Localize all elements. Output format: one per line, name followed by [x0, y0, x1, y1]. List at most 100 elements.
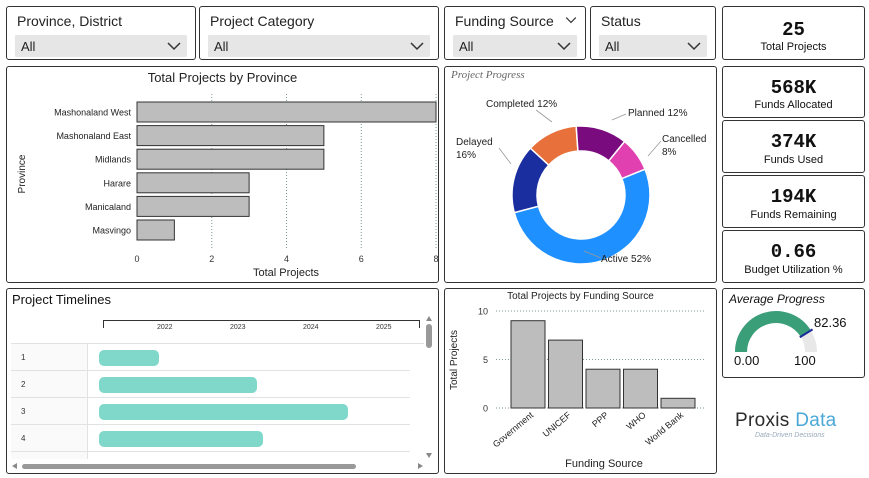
- kpi-funds-allocated: 568K Funds Allocated: [722, 66, 865, 118]
- y-axis-title: Province: [17, 154, 28, 193]
- table-row[interactable]: 2: [11, 371, 410, 398]
- y-tick-label: 0: [482, 403, 487, 413]
- timeline-bar[interactable]: [99, 377, 257, 393]
- province-bar: [136, 148, 324, 170]
- table-row[interactable]: 4: [11, 425, 410, 452]
- kpi-value: 25: [782, 19, 805, 41]
- year-label: 2022: [157, 324, 173, 331]
- slicer-status: Status All: [590, 6, 716, 60]
- funding-source-label: Government: [490, 409, 535, 449]
- donut-slice: [512, 167, 651, 265]
- project-progress-card: Project Progress Active 52% Delayed 16% Com…: [444, 66, 717, 283]
- kpi-label: Funds Allocated: [754, 99, 833, 111]
- x-axis-title: Funding Source: [565, 458, 643, 470]
- slicer-title: Province, District: [17, 13, 123, 29]
- funding-source-label: PPP: [590, 409, 610, 428]
- project-category-dropdown[interactable]: All: [208, 35, 430, 57]
- logo-brand-primary: Proxis: [735, 410, 790, 431]
- slicer-funding-source: Funding Source All: [444, 6, 586, 60]
- funding-bar: [622, 368, 658, 408]
- leader-line: [647, 140, 661, 156]
- logo-brand-secondary: Data: [795, 410, 837, 431]
- kpi-label: Funds Used: [763, 154, 824, 166]
- project-timelines-card: Project Timelines 2022 2023 2024 2025 1 …: [6, 288, 439, 474]
- row-label: 3: [21, 407, 26, 416]
- province-bar: [136, 171, 250, 193]
- y-tick-label: 5: [482, 355, 487, 365]
- province-label: Mashonaland West: [54, 107, 131, 117]
- province-label: Manicaland: [84, 201, 130, 211]
- slicer-province-district: Province, District All: [6, 6, 196, 60]
- province-chart-card: Total Projects by Province 0 2 4 6 8 Mashonal…: [6, 66, 439, 283]
- chevron-down-icon: [687, 42, 701, 51]
- scroll-down-icon[interactable]: [425, 452, 433, 459]
- chevron-down-icon: [410, 42, 424, 51]
- kpi-total-projects: 25 Total Projects: [722, 6, 865, 60]
- leader-line: [611, 113, 626, 120]
- slicer-title: Funding Source: [455, 13, 554, 29]
- slice-label: Active 52%: [601, 254, 651, 265]
- scroll-up-icon[interactable]: [425, 315, 433, 322]
- dropdown-value: All: [21, 38, 36, 54]
- logo-tagline: Data-Driven Decisions: [755, 432, 825, 439]
- project-progress-donut: Active 52% Delayed 16% Completed 12% Planned…: [456, 99, 706, 265]
- funding-source-label: UNICEF: [540, 409, 572, 439]
- funding-bar: [660, 397, 695, 409]
- province-bar: [136, 195, 250, 217]
- province-bar: [136, 219, 175, 240]
- proxis-data-logo: Proxis Data Data-Driven Decisions: [735, 410, 860, 442]
- kpi-label: Budget Utilization %: [744, 264, 843, 276]
- scroll-left-icon[interactable]: [11, 462, 18, 470]
- slice-label: 8%: [662, 147, 677, 158]
- year-label: 2025: [376, 324, 392, 331]
- gauge-title: Average Progress: [729, 292, 825, 306]
- timeline-axis: [103, 320, 420, 328]
- kpi-funds-used: 374K Funds Used: [722, 120, 865, 173]
- slice-label: Completed 12%: [486, 99, 557, 110]
- province-label: Mashonaland East: [56, 131, 131, 141]
- table-row[interactable]: 1: [11, 344, 410, 371]
- kpi-value: 194K: [770, 186, 817, 208]
- leader-line: [498, 147, 511, 164]
- province-district-dropdown[interactable]: All: [15, 35, 187, 57]
- kpi-value: 568K: [770, 77, 817, 99]
- status-dropdown[interactable]: All: [599, 35, 707, 57]
- slice-label: Planned 12%: [628, 108, 688, 119]
- slice-label: Delayed: [456, 137, 493, 148]
- chevron-down-icon[interactable]: [565, 16, 577, 24]
- slicer-project-category: Project Category All: [199, 6, 439, 60]
- slicer-title: Project Category: [210, 13, 315, 29]
- year-label: 2023: [230, 324, 246, 331]
- kpi-value: 374K: [770, 131, 817, 153]
- gauge-fill: [734, 310, 811, 352]
- chart-title: Total Projects by Funding Source: [507, 291, 654, 302]
- slicer-title: Status: [601, 13, 641, 29]
- vertical-scrollbar[interactable]: [425, 315, 433, 459]
- kpi-funds-remaining: 194K Funds Remaining: [722, 175, 865, 228]
- table-row[interactable]: 3: [11, 398, 410, 425]
- timeline-bar[interactable]: [99, 350, 159, 366]
- funding-source-dropdown[interactable]: All: [453, 35, 577, 57]
- timeline-bar[interactable]: [99, 431, 263, 447]
- vertical-scroll-thumb[interactable]: [426, 324, 432, 348]
- y-axis-title: Total Projects: [449, 329, 460, 389]
- row-label: 2: [21, 380, 26, 389]
- gauge-target-marker: [798, 328, 813, 338]
- province-label: Midlands: [94, 154, 131, 164]
- row-label: 4: [21, 434, 26, 443]
- row-label: 1: [21, 353, 26, 362]
- scroll-right-icon[interactable]: [417, 462, 424, 470]
- funding-source-label: WHO: [624, 409, 647, 431]
- x-tick-label: 0: [134, 254, 139, 264]
- chevron-down-icon: [557, 42, 571, 51]
- horizontal-scroll-thumb[interactable]: [22, 464, 356, 469]
- timeline-bar[interactable]: [99, 404, 348, 420]
- horizontal-scrollbar[interactable]: [11, 462, 424, 470]
- leader-line: [583, 250, 601, 258]
- kpi-label: Total Projects: [760, 41, 827, 53]
- gauge-max: 100: [794, 353, 816, 368]
- dropdown-value: All: [459, 38, 474, 54]
- funding-bar: [510, 319, 545, 409]
- funding-source-label: World Bank: [643, 409, 685, 447]
- province-bar-chart: 0 2 4 6 8 Mashonaland West Mashonaland East Mid…: [17, 93, 438, 279]
